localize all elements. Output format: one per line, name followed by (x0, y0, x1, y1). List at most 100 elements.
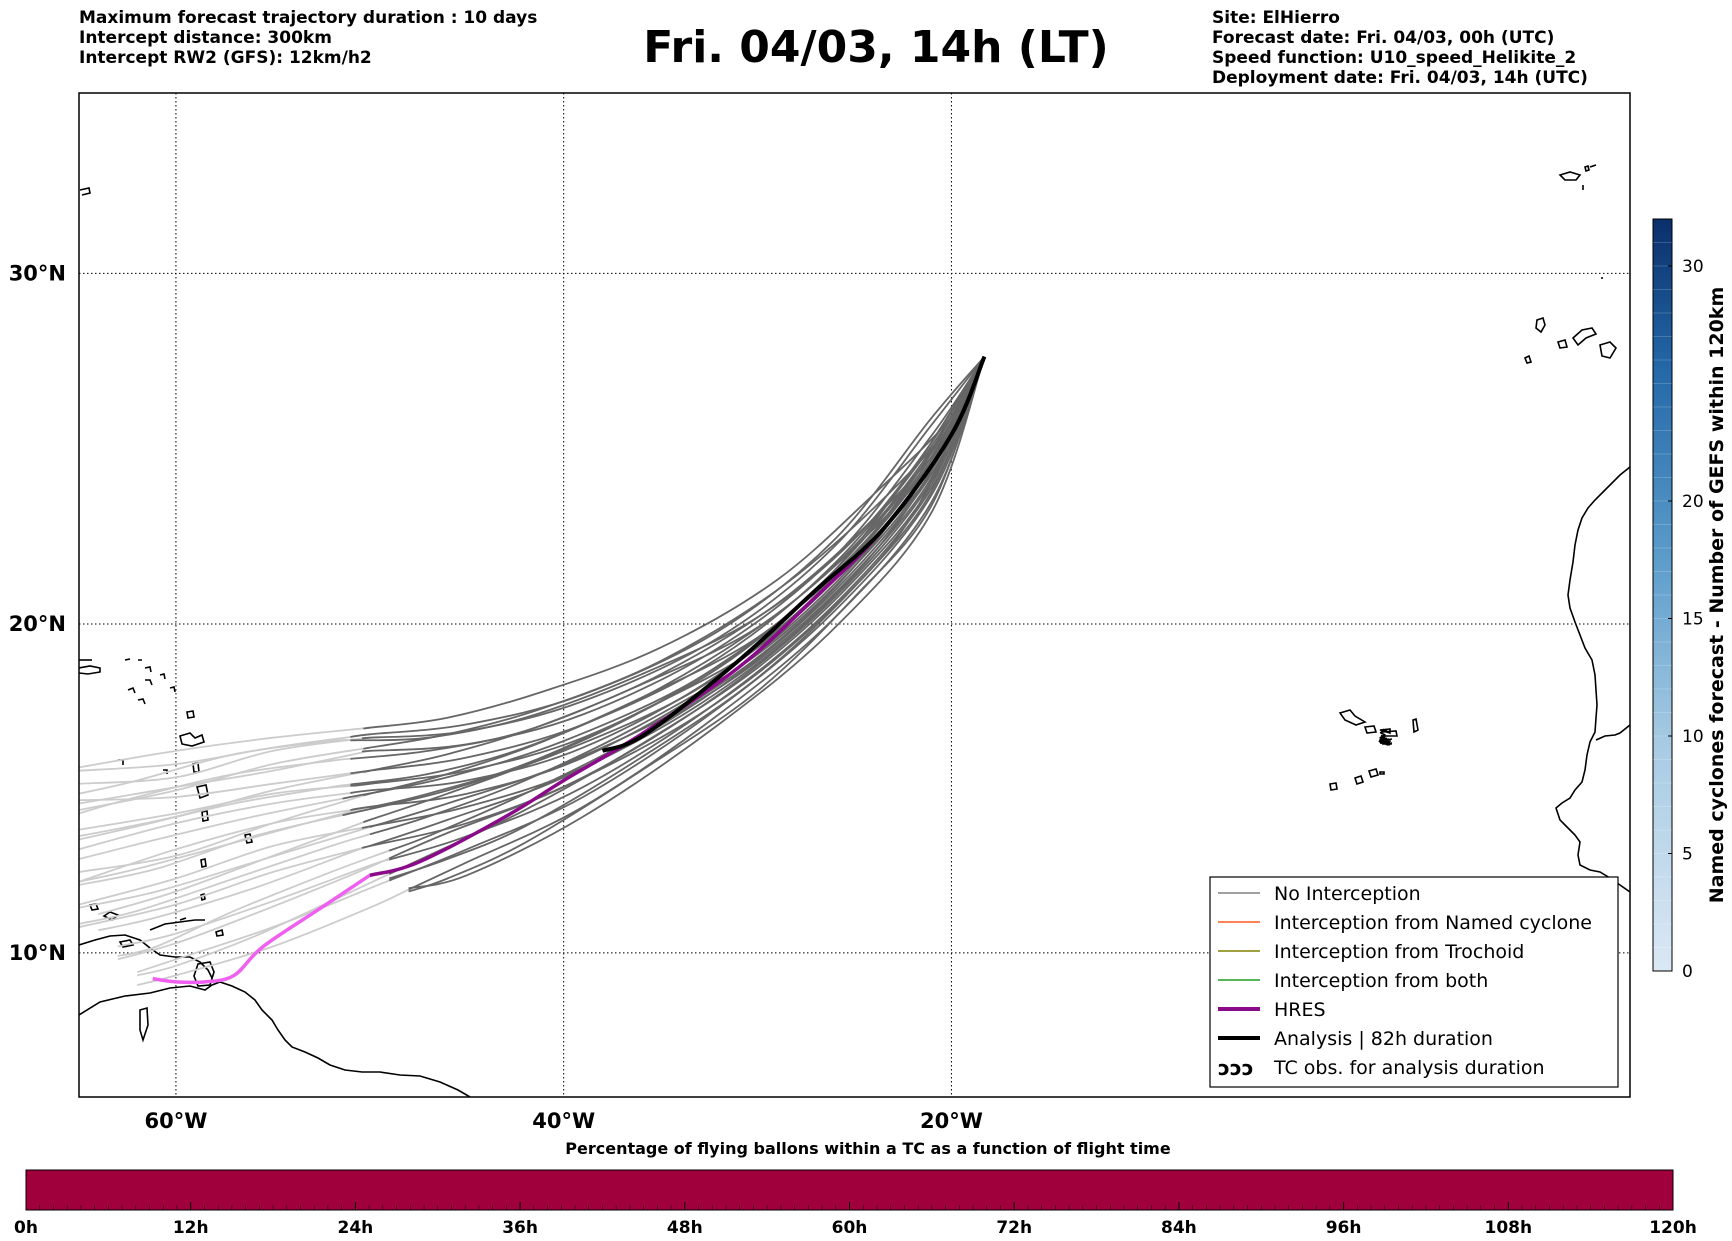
ensemble-track-light (79, 796, 351, 860)
colorbar-right-tick-label: 10 (1682, 727, 1704, 747)
tobago (215, 928, 224, 937)
legend-box (1209, 876, 1619, 1088)
virgin-islands (127, 686, 146, 705)
latitude-labels: 10°N 20°N 30°N (9, 261, 66, 964)
south-america-coast (79, 981, 471, 1097)
site-text: Site: ElHierro (1212, 8, 1340, 28)
legend-item: No Interception (1218, 883, 1421, 905)
header-right-info: Site: ElHierro Forecast date: Fri. 04/03… (1212, 8, 1588, 88)
max-duration-text: Maximum forecast trajectory duration : 1… (79, 8, 538, 28)
ensemble-track-light (79, 772, 351, 802)
ensemble-track (342, 356, 986, 816)
ensemble-track (361, 356, 986, 753)
colorbar-bottom-tick-label: 0h (14, 1218, 38, 1238)
ensemble-track-light (136, 879, 390, 974)
ensemble-track-light (117, 849, 390, 957)
colorbar-bottom-tick-label: 60h (832, 1218, 868, 1238)
legend-item: ↄↄↄ TC obs. for analysis duration (1218, 1056, 1545, 1080)
ensemble-track-light (79, 833, 371, 925)
ensemble-track (408, 356, 986, 890)
ensemble-track (408, 356, 986, 891)
ensemble-track-light (79, 792, 371, 873)
ensemble-track (388, 356, 986, 880)
intercept-rw2-text: Intercept RW2 (GFS): 12km/h2 (79, 48, 372, 68)
intercept-distance-text: Intercept distance: 300km (79, 28, 332, 48)
ensemble-track-light (79, 746, 370, 811)
ensemble-track-light (117, 857, 390, 961)
ensemble-track (350, 356, 986, 786)
ensemble-track (408, 356, 986, 893)
islet-left (139, 1006, 149, 1043)
ensemble-track (369, 356, 986, 847)
africa-north-coast (1582, 164, 1597, 190)
ensemble-track-light (79, 726, 370, 769)
cape-verde-south (1381, 738, 1393, 743)
page-title-text: Fri. 04/03, 14h (LT) (643, 22, 1109, 73)
colorbar-bottom-tick-label: 48h (667, 1218, 703, 1238)
legend-item: Interception from both (1218, 970, 1488, 992)
ensemble-track-light (79, 845, 371, 928)
colorbar-bottom-tick-label: 12h (173, 1218, 209, 1238)
ensemble-track-light (79, 809, 351, 883)
colorbar-right-tick-label: 30 (1682, 257, 1704, 277)
puerto-rico (79, 665, 101, 675)
ensemble-track-light (79, 806, 371, 883)
legend-label: TC obs. for analysis duration (1273, 1057, 1545, 1079)
legend-label: No Interception (1274, 883, 1421, 905)
legend-item: HRES (1218, 999, 1326, 1021)
latitude-label: 30°N (9, 261, 66, 285)
longitude-label: 20°W (920, 1109, 983, 1133)
deployment-date-text: Deployment date: Fri. 04/03, 14h (UTC) (1212, 68, 1588, 88)
ensemble-track (363, 356, 986, 823)
colorbar-bottom-tick-label: 84h (1161, 1218, 1197, 1238)
west-africa-coast (1555, 466, 1630, 893)
legend-label: Interception from Named cyclone (1274, 912, 1592, 934)
grenada (200, 892, 206, 902)
ensemble-track-light (79, 750, 370, 805)
longitude-labels: 60°W 40°W 20°W (144, 1109, 982, 1133)
legend-item: Interception from Named cyclone (1218, 912, 1592, 934)
colorbar-right-tick-label: 15 (1682, 610, 1704, 630)
ensemble-track (350, 356, 986, 738)
colorbar-right-tick-label: 0 (1682, 962, 1693, 982)
legend-label: Analysis | 82h duration (1274, 1028, 1493, 1050)
colorbar-bottom-tick-label: 108h (1485, 1218, 1533, 1238)
trinidad (193, 961, 215, 987)
longitude-label: 40°W (532, 1109, 595, 1133)
legend-label: HRES (1274, 999, 1326, 1021)
ensemble-track (350, 356, 986, 742)
speed-function-text: Speed function: U10_speed_Helikite_2 (1212, 48, 1577, 68)
colorbar-bottom-tick-label: 36h (502, 1218, 538, 1238)
ensemble-track-light (79, 736, 370, 785)
legend-label: Interception from both (1274, 970, 1488, 992)
colorbar-right-label: Named cyclones forecast - Number of GEFS… (1706, 287, 1728, 904)
analysis-track (601, 355, 987, 753)
ensemble-track (363, 356, 986, 750)
senegal-coast (1595, 724, 1630, 741)
colorbar-right-tick-label: 20 (1682, 492, 1704, 512)
cape-verde-fogo (1329, 768, 1385, 791)
colorbar-bottom-tick-label: 72h (996, 1218, 1032, 1238)
ensemble-track-light (136, 873, 390, 977)
guadeloupe (179, 732, 205, 747)
ensemble-track-light (79, 769, 370, 838)
ensemble-track-light (136, 888, 409, 986)
leeward-islands (124, 658, 176, 693)
paria-peninsula (149, 919, 205, 931)
cape-verde-east (1380, 741, 1382, 743)
ensemble-tracks-light (79, 726, 409, 986)
forecast-date-text: Forecast date: Fri. 04/03, 00h (UTC) (1212, 28, 1555, 48)
antigua (186, 710, 195, 719)
colorbar-bottom-title: Percentage of flying ballons within a TC… (565, 1139, 1171, 1158)
analysis-track-line (601, 355, 987, 753)
ensemble-track (363, 356, 986, 730)
colorbar-bottom: Percentage of flying ballons within a TC… (14, 1139, 1697, 1238)
ensemble-track-light (79, 738, 351, 795)
ensemble-track-light (79, 792, 351, 851)
hres-track-light (152, 873, 371, 985)
pr-west-islet (79, 187, 91, 196)
map-frame (78, 92, 1631, 1098)
latitude-label: 10°N (9, 941, 66, 965)
ensemble-track (361, 356, 986, 740)
